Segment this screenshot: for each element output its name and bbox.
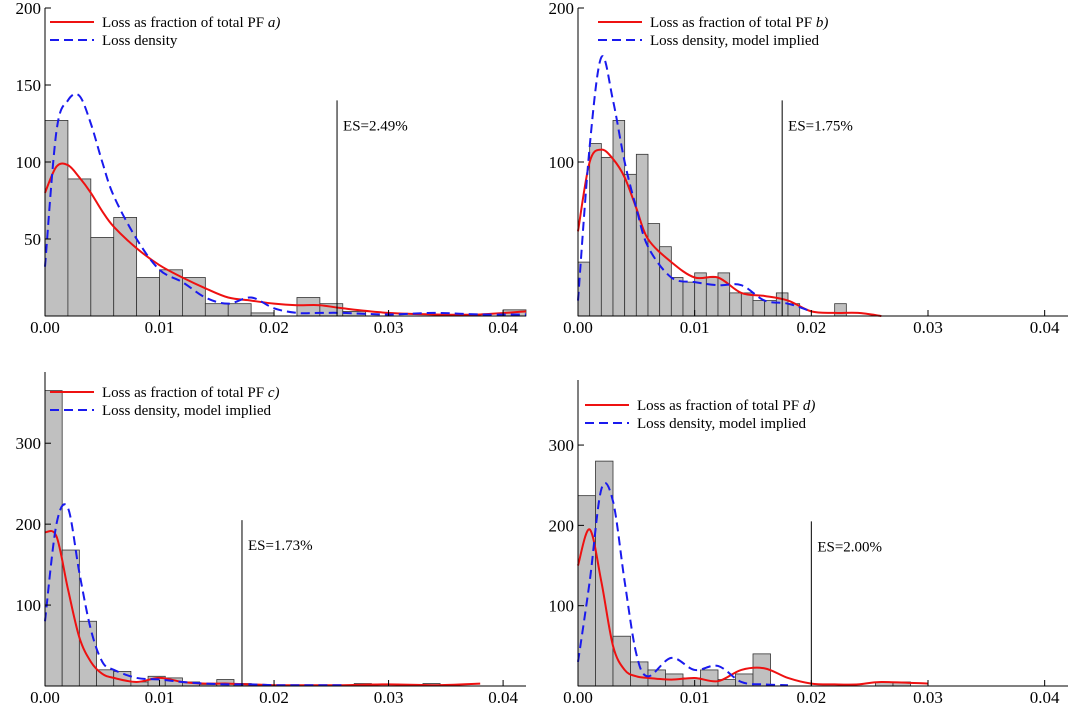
histogram-bar bbox=[717, 272, 731, 317]
legend-entry: Loss density, model implied bbox=[102, 403, 272, 419]
density-line bbox=[44, 92, 527, 316]
x-tick-label: 0.02 bbox=[259, 318, 289, 337]
histogram-bar bbox=[204, 303, 229, 317]
legend-text: Loss density bbox=[102, 33, 178, 49]
x-tick-label: 0.03 bbox=[913, 318, 943, 337]
legend-text: Loss as fraction of total PF bbox=[637, 398, 799, 414]
x-tick-label: 0.04 bbox=[1030, 318, 1060, 337]
y-tick-label: 200 bbox=[16, 0, 42, 18]
histogram-bar bbox=[595, 460, 614, 687]
density-line bbox=[44, 503, 343, 687]
x-tick-label: 0.01 bbox=[145, 318, 175, 337]
histogram-bar bbox=[647, 223, 661, 317]
panel: 0.00 0.01 0.02 0.03 0.04 50 100 150 200 ES=2.49% L… bbox=[16, 0, 527, 337]
panel-label: b) bbox=[816, 15, 829, 31]
x-tick-label: 0.00 bbox=[563, 318, 593, 337]
legend-entry: Loss density, model implied bbox=[637, 416, 807, 432]
x-tick-label: 0.00 bbox=[30, 688, 60, 707]
density-line bbox=[577, 55, 812, 313]
y-tick-label: 200 bbox=[16, 515, 42, 534]
legend-text: Loss density, model implied bbox=[102, 403, 272, 419]
histogram-bar bbox=[670, 277, 684, 317]
panel: 0.00 0.01 0.02 0.03 0.04 100 200 300 ES=2.00% Los… bbox=[549, 380, 1068, 707]
histogram-bar bbox=[577, 495, 596, 687]
panel-label: c) bbox=[268, 385, 280, 401]
y-tick-label: 150 bbox=[16, 76, 42, 95]
histogram-bar bbox=[729, 292, 742, 317]
x-tick-label: 0.02 bbox=[259, 688, 289, 707]
legend-entry: Loss as fraction of total PF d) bbox=[637, 398, 815, 414]
legend-text: Loss as fraction of total PF bbox=[102, 15, 264, 31]
legend-entry: Loss as fraction of total PF b) bbox=[650, 15, 828, 31]
density-line bbox=[577, 482, 789, 687]
histogram-bar bbox=[834, 303, 847, 317]
histogram-bar bbox=[44, 390, 63, 687]
legend-text: Loss as fraction of total PF bbox=[102, 385, 264, 401]
y-tick-label: 200 bbox=[549, 0, 575, 18]
x-tick-label: 0.00 bbox=[30, 318, 60, 337]
x-tick-label: 0.04 bbox=[488, 688, 518, 707]
es-label: ES=1.73% bbox=[248, 538, 313, 554]
histogram-bar bbox=[740, 292, 754, 317]
histogram-bar bbox=[227, 303, 252, 317]
legend-entry: Loss density bbox=[102, 33, 178, 49]
legend-entry: Loss density, model implied bbox=[650, 33, 820, 49]
y-tick-label: 300 bbox=[549, 436, 575, 455]
legend-entry: Loss as fraction of total PF c) bbox=[102, 385, 279, 401]
x-tick-label: 0.03 bbox=[374, 318, 404, 337]
x-tick-label: 0.02 bbox=[796, 688, 826, 707]
histogram-bar bbox=[752, 300, 766, 317]
histogram-bar bbox=[136, 277, 160, 317]
legend-text: Loss density, model implied bbox=[637, 416, 807, 432]
x-tick-label: 0.01 bbox=[680, 688, 710, 707]
es-label: ES=2.49% bbox=[343, 118, 408, 134]
density-line bbox=[577, 148, 882, 317]
y-tick-label: 100 bbox=[549, 153, 575, 172]
density-line bbox=[577, 528, 929, 686]
histogram-bar bbox=[612, 635, 631, 687]
y-tick-label: 100 bbox=[16, 153, 42, 172]
histogram-bar bbox=[700, 669, 719, 687]
x-tick-label: 0.03 bbox=[374, 688, 404, 707]
y-tick-label: 200 bbox=[549, 516, 575, 535]
legend-entry: Loss as fraction of total PF a) bbox=[102, 15, 280, 31]
x-tick-label: 0.00 bbox=[563, 688, 593, 707]
histogram-bar bbox=[78, 620, 97, 687]
histogram-bar bbox=[589, 143, 602, 317]
legend-text: Loss density, model implied bbox=[650, 33, 820, 49]
x-tick-label: 0.01 bbox=[680, 318, 710, 337]
x-tick-label: 0.01 bbox=[145, 688, 175, 707]
histogram-bar bbox=[90, 237, 115, 317]
y-tick-label: 100 bbox=[16, 596, 42, 615]
histogram-bar bbox=[694, 272, 707, 317]
x-tick-label: 0.04 bbox=[1030, 688, 1060, 707]
y-tick-label: 300 bbox=[16, 434, 42, 453]
density-line bbox=[44, 162, 527, 316]
histogram-bar bbox=[600, 156, 614, 317]
x-tick-label: 0.02 bbox=[796, 318, 826, 337]
y-tick-label: 100 bbox=[549, 597, 575, 616]
x-tick-label: 0.04 bbox=[488, 318, 518, 337]
x-tick-label: 0.03 bbox=[913, 688, 943, 707]
histogram-bar bbox=[67, 178, 92, 317]
panel-label: d) bbox=[803, 398, 816, 414]
panel-label: a) bbox=[268, 15, 281, 31]
legend-text: Loss as fraction of total PF bbox=[650, 15, 812, 31]
es-label: ES=1.75% bbox=[788, 118, 853, 134]
histogram-bar bbox=[735, 673, 754, 687]
histogram-bar bbox=[624, 173, 637, 317]
es-label: ES=2.00% bbox=[817, 539, 882, 555]
y-tick-label: 50 bbox=[24, 230, 41, 249]
histogram-bar bbox=[682, 281, 696, 317]
panel: 0.00 0.01 0.02 0.03 0.04 100 200 ES=1.75% Loss a… bbox=[549, 0, 1068, 337]
histogram-bar bbox=[113, 217, 138, 317]
panel: 0.00 0.01 0.02 0.03 0.04 100 200 300 ES=1.73% Los… bbox=[16, 372, 526, 707]
